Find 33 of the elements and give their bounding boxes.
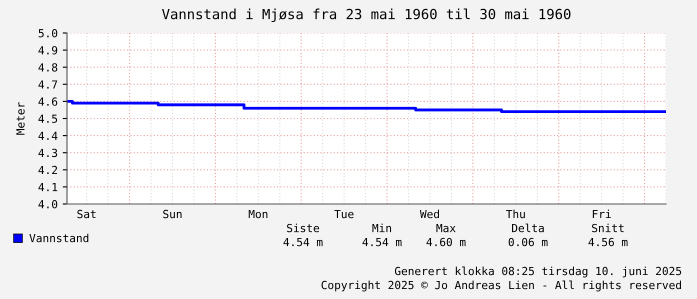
chart-title: Vannstand i Mjøsa fra 23 mai 1960 til 30 mai 1960 (162, 8, 570, 22)
text: Siste (287, 224, 320, 232)
y-tick-label: 5.0 (38, 29, 58, 38)
x-tick-label: Wed (420, 210, 439, 218)
x-tick-label: Sun (163, 210, 182, 218)
y-tick-label: 4.2 (38, 166, 58, 174)
text: 0.06 m (508, 238, 548, 246)
text: Max (436, 224, 456, 232)
y-tick-label: 4.4 (38, 132, 58, 140)
y-axis-title: Meter (16, 102, 25, 135)
text: Snitt (592, 224, 624, 232)
y-tick-label: 4.0 (38, 200, 58, 208)
x-tick-label: Fri (592, 210, 611, 218)
y-tick-label: 4.8 (38, 63, 58, 72)
y-tick-label: 4.5 (38, 114, 58, 123)
x-tick-label: Thu (506, 210, 525, 218)
text: Min (372, 224, 392, 232)
text: Copyright 2025 © Jo Andreas Lien - All rights reserved (322, 280, 681, 292)
x-tick-label: Sat (77, 210, 96, 218)
x-tick-label: Tue (334, 210, 354, 218)
y-tick-label: 4.1 (38, 183, 58, 192)
y-tick-label: 4.3 (38, 148, 58, 158)
y-tick-label: 4.7 (38, 80, 58, 89)
text: 4.56 m (588, 238, 628, 246)
legend-label: Vannstand (29, 234, 88, 242)
text: 4.60 m (426, 238, 466, 246)
x-tick-label: Mon (248, 210, 268, 218)
text: 4.54 m (283, 238, 323, 246)
text: 4.54 m (362, 238, 402, 246)
y-tick-label: 4.9 (38, 46, 58, 55)
text: Delta (512, 224, 544, 232)
y-tick-label: 4.6 (38, 97, 58, 106)
text: Generert klokka 08:25 tirsdag 10. juni 2025 (394, 266, 682, 278)
